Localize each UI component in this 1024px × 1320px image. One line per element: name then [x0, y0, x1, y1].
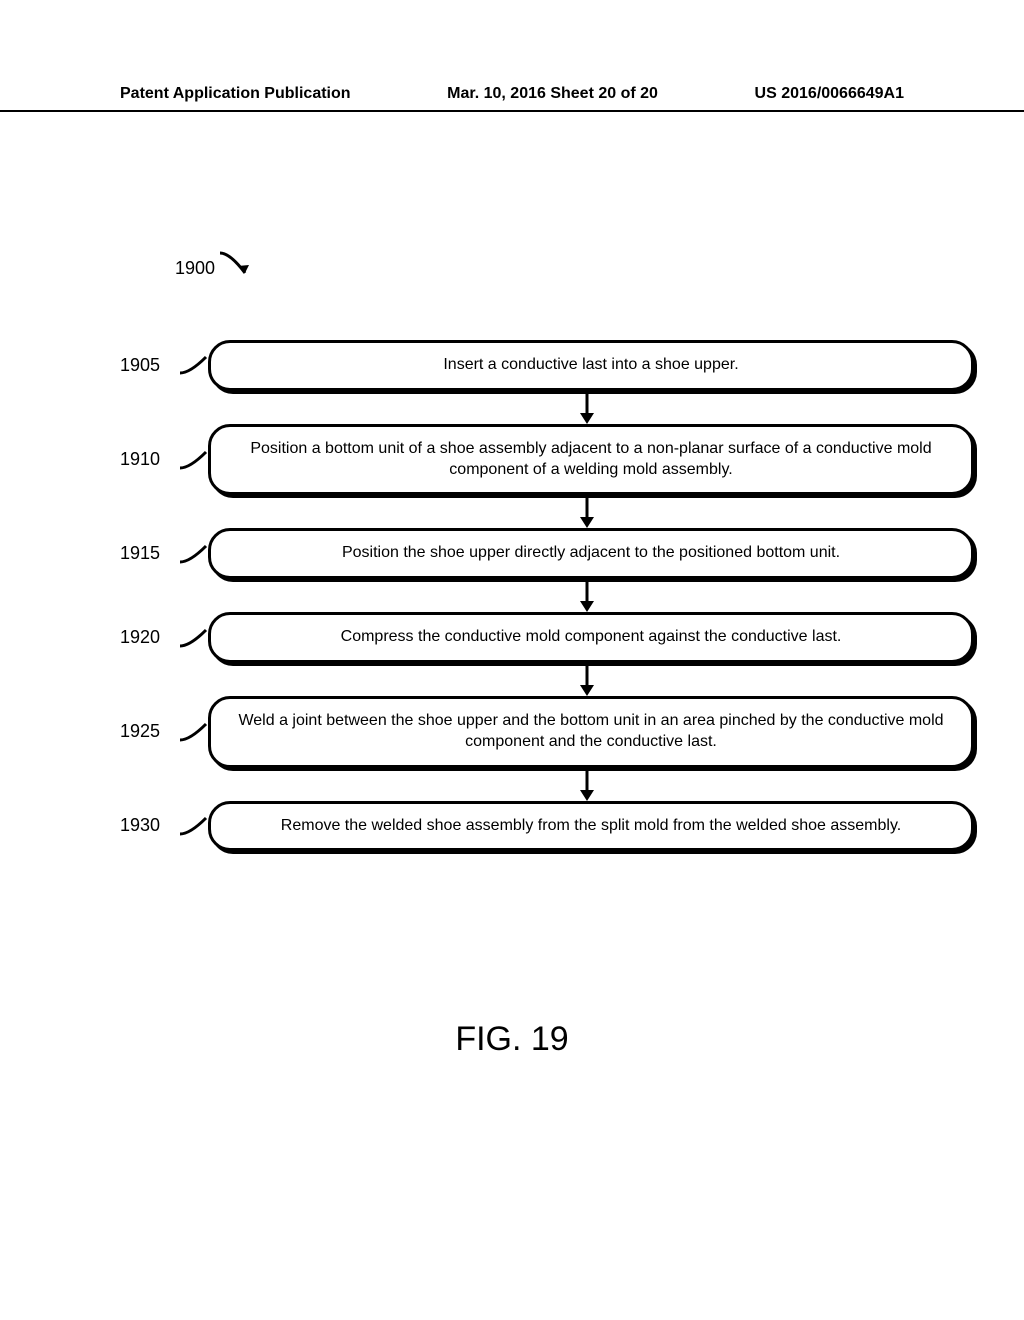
arrow-down-icon [120, 768, 974, 801]
flowchart-step: 1920 Compress the conductive mold compon… [120, 612, 974, 663]
figure-label: FIG. 19 [0, 1020, 1024, 1059]
step-label: 1925 [120, 721, 170, 742]
arrow-down-icon [120, 579, 974, 612]
step-label: 1915 [120, 543, 170, 564]
step-box: Insert a conductive last into a shoe upp… [208, 340, 974, 391]
arrow-down-icon [120, 495, 974, 528]
step-text: Position a bottom unit of a shoe assembl… [235, 439, 947, 481]
step-box: Weld a joint between the shoe upper and … [208, 696, 974, 768]
step-box: Remove the welded shoe assembly from the… [208, 801, 974, 852]
connector-icon [178, 448, 208, 472]
step-label: 1930 [120, 815, 170, 836]
step-text: Compress the conductive mold component a… [341, 627, 842, 648]
flowchart-step: 1910 Position a bottom unit of a shoe as… [120, 424, 974, 496]
header-left: Patent Application Publication [120, 85, 351, 103]
header-divider [0, 110, 1024, 112]
flowchart-step: 1915 Position the shoe upper directly ad… [120, 528, 974, 579]
connector-icon [178, 814, 208, 838]
header-right: US 2016/0066649A1 [755, 85, 904, 103]
step-text: Weld a joint between the shoe upper and … [235, 711, 947, 753]
connector-icon [178, 626, 208, 650]
arrow-down-icon [120, 663, 974, 696]
flowchart-step: 1905 Insert a conductive last into a sho… [120, 340, 974, 391]
flowchart: 1905 Insert a conductive last into a sho… [120, 340, 974, 851]
step-box: Position the shoe upper directly adjacen… [208, 528, 974, 579]
step-text: Insert a conductive last into a shoe upp… [443, 355, 738, 376]
flowchart-main-label: 1900 [175, 248, 265, 288]
connector-icon [178, 353, 208, 377]
arrow-down-icon [120, 391, 974, 424]
step-box: Compress the conductive mold component a… [208, 612, 974, 663]
step-label: 1910 [120, 449, 170, 470]
flowchart-step: 1925 Weld a joint between the shoe upper… [120, 696, 974, 768]
step-box: Position a bottom unit of a shoe assembl… [208, 424, 974, 496]
step-label: 1920 [120, 627, 170, 648]
main-label-arrow-icon [215, 248, 265, 288]
main-label-text: 1900 [175, 258, 215, 279]
connector-icon [178, 720, 208, 744]
step-label: 1905 [120, 355, 170, 376]
connector-icon [178, 542, 208, 566]
patent-header: Patent Application Publication Mar. 10, … [0, 85, 1024, 103]
header-center: Mar. 10, 2016 Sheet 20 of 20 [447, 85, 658, 103]
flowchart-step: 1930 Remove the welded shoe assembly fro… [120, 801, 974, 852]
step-text: Remove the welded shoe assembly from the… [281, 816, 901, 837]
step-text: Position the shoe upper directly adjacen… [342, 543, 840, 564]
